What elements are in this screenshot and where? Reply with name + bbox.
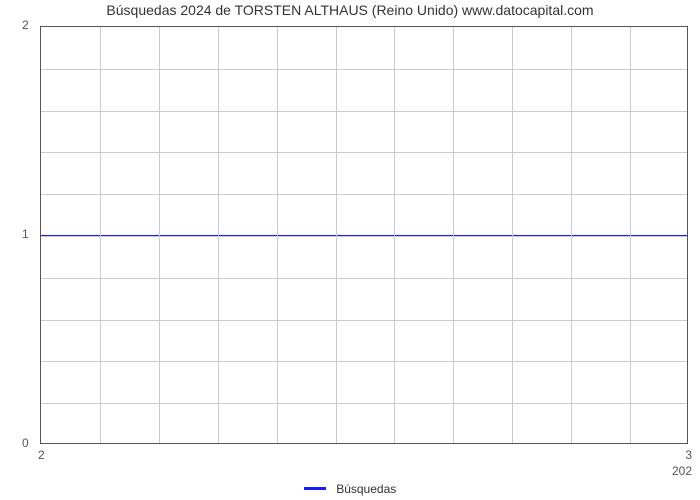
chart-container: Búsquedas 2024 de TORSTEN ALTHAUS (Reino… xyxy=(0,0,700,500)
legend-swatch xyxy=(304,487,326,490)
gridline-horizontal xyxy=(41,278,687,279)
gridline-horizontal xyxy=(41,152,687,153)
gridline-horizontal xyxy=(41,111,687,112)
gridline-horizontal xyxy=(41,69,687,70)
gridline-vertical xyxy=(159,27,160,443)
plot-area xyxy=(40,26,688,444)
gridline-vertical xyxy=(218,27,219,443)
y-tick-label: 2 xyxy=(22,18,29,32)
gridline-horizontal xyxy=(41,403,687,404)
gridline-vertical xyxy=(571,27,572,443)
chart-title: Búsquedas 2024 de TORSTEN ALTHAUS (Reino… xyxy=(0,2,700,18)
gridline-horizontal xyxy=(41,320,687,321)
gridline-vertical xyxy=(453,27,454,443)
gridline-horizontal xyxy=(41,194,687,195)
x-axis-secondary-label: 202 xyxy=(672,464,692,478)
gridline-vertical xyxy=(630,27,631,443)
gridline-horizontal xyxy=(41,361,687,362)
gridline-vertical xyxy=(394,27,395,443)
x-tick-label: 3 xyxy=(685,448,692,462)
y-tick-label: 1 xyxy=(22,227,29,241)
legend: Búsquedas xyxy=(0,480,700,498)
gridline-horizontal xyxy=(41,236,687,237)
legend-label: Búsquedas xyxy=(336,482,396,496)
y-tick-label: 0 xyxy=(22,436,29,450)
gridline-vertical xyxy=(277,27,278,443)
x-tick-label: 2 xyxy=(38,448,45,462)
gridline-vertical xyxy=(336,27,337,443)
gridline-vertical xyxy=(100,27,101,443)
gridline-vertical xyxy=(512,27,513,443)
